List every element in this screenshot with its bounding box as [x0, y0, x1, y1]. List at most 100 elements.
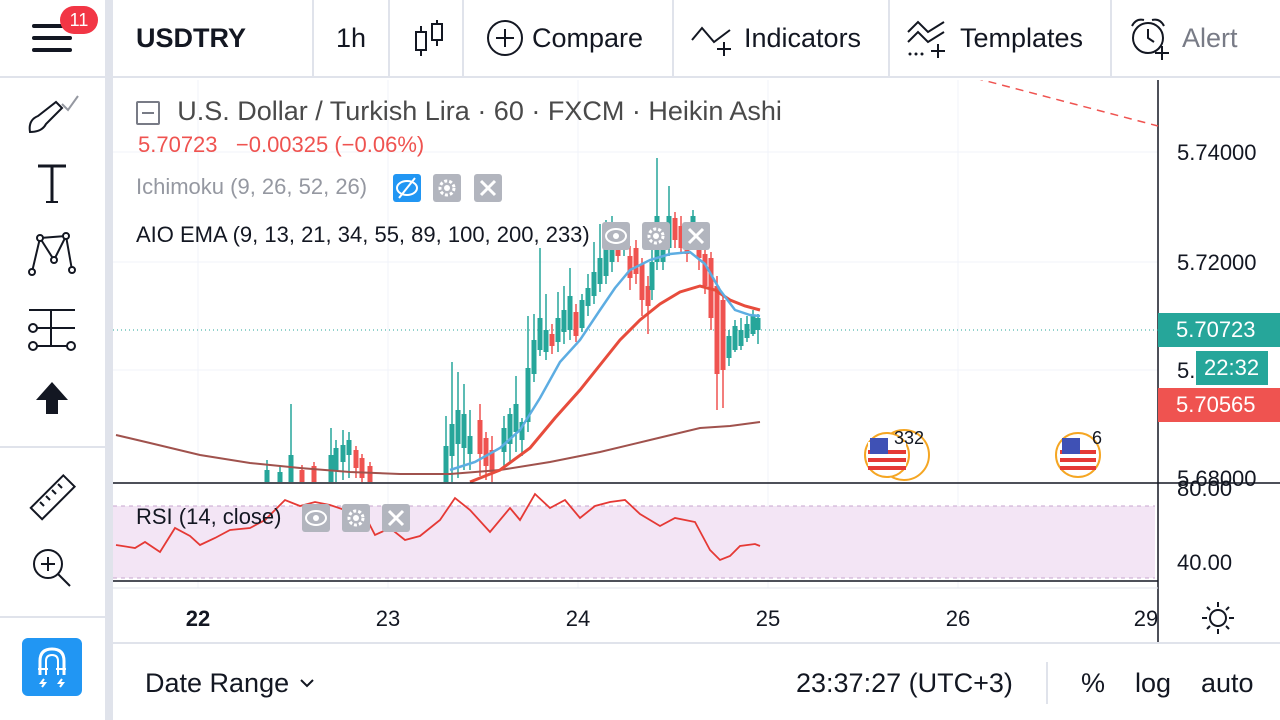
templates-icon: [907, 20, 945, 58]
remove-close-icon[interactable]: [682, 222, 711, 251]
ema-slow-line: [115, 421, 761, 475]
log-scale-toggle[interactable]: log: [1135, 644, 1171, 720]
candle-body: [489, 450, 495, 472]
price-tick: 5.68000: [1177, 466, 1257, 491]
candle-body: [543, 330, 549, 352]
ruler-icon: [29, 473, 77, 521]
zoom-in-icon: [33, 549, 71, 587]
candle-body: [346, 440, 352, 455]
candle-body: [633, 248, 639, 274]
date-range-label: Date Range: [145, 667, 290, 698]
candle-body: [579, 300, 585, 328]
remove-close-icon[interactable]: [381, 504, 410, 533]
settings-gear-icon[interactable]: [642, 222, 670, 251]
ichimoku-label: Ichimoku (9, 26, 52, 26): [136, 174, 368, 199]
settings-gear-icon[interactable]: [433, 174, 462, 203]
alarm-clock-icon: [1131, 18, 1169, 60]
log-label: log: [1135, 667, 1172, 698]
brush-tool[interactable]: [22, 84, 82, 144]
menu-button[interactable]: 11: [0, 0, 105, 76]
chart-settings-button[interactable]: [1200, 600, 1236, 641]
arrow-tool[interactable]: [22, 368, 82, 428]
price-change-value: −0.00325 (−0.06%): [235, 132, 425, 157]
indicators-icon: [691, 26, 731, 56]
candle-body: [367, 466, 373, 482]
candle-body: [501, 428, 507, 452]
candle-body: [467, 436, 473, 454]
price-chart[interactable]: [113, 80, 1280, 642]
auto-scale-toggle[interactable]: auto: [1201, 644, 1254, 720]
candle-body: [455, 410, 461, 444]
candle-body: [333, 448, 339, 470]
symbol-label: USDTRY: [136, 22, 247, 53]
candle-body: [359, 458, 365, 478]
measure-tool[interactable]: [22, 468, 82, 528]
bottom-toolbar: Date Range 23:37:27 (UTC+3) % log auto: [113, 642, 1280, 720]
candle-body: [525, 368, 531, 422]
eye-icon[interactable]: [301, 504, 330, 533]
interval-button[interactable]: 1h: [336, 0, 366, 76]
chart-style-button[interactable]: [412, 0, 454, 76]
hamburger-icon: [32, 24, 72, 52]
time-tick: 23: [375, 606, 401, 631]
ichimoku-legend[interactable]: Ichimoku (9, 26, 52, 26): [136, 174, 502, 203]
fib-tool[interactable]: [22, 298, 82, 358]
alert-label: Alert: [1182, 22, 1238, 53]
percent-scale-toggle[interactable]: %: [1081, 644, 1105, 720]
compare-button[interactable]: Compare: [486, 0, 643, 76]
remove-close-icon[interactable]: [473, 174, 502, 203]
candle-body: [672, 218, 678, 240]
candle-body: [702, 254, 708, 286]
price-tick: 5.74000: [1177, 140, 1257, 165]
candle-body: [714, 286, 720, 374]
rsi-tick: 40.00: [1177, 550, 1233, 575]
eye-icon[interactable]: [601, 222, 630, 251]
time-tick: 24: [565, 606, 591, 631]
candle-body: [720, 300, 726, 370]
rsi-legend[interactable]: RSI (14, close): [136, 504, 410, 533]
candles: [264, 158, 761, 482]
pattern-tool[interactable]: [22, 224, 82, 284]
sun-settings-icon: [1202, 602, 1234, 634]
clock-timezone-button[interactable]: 23:37:27 (UTC+3): [796, 644, 1013, 720]
pattern-icon: [28, 232, 76, 276]
symbol-search-button[interactable]: USDTRY: [136, 0, 246, 76]
candle-body: [288, 455, 294, 482]
candle-body: [645, 286, 651, 306]
candle-body: [738, 330, 744, 346]
hidden-eye-icon[interactable]: [393, 174, 422, 203]
candle-body: [461, 414, 467, 448]
series-legend[interactable]: U.S. Dollar / Turkish Lira · 60 · FXCM ·…: [136, 96, 782, 127]
date-range-button[interactable]: Date Range: [145, 644, 319, 720]
zoom-tool[interactable]: [22, 538, 82, 598]
candle-body: [597, 258, 603, 284]
candle-body: [591, 272, 597, 296]
last-price-tag: 5.70723: [1158, 313, 1280, 347]
drawing-toolbar: [0, 78, 105, 720]
aio-ema-legend[interactable]: AIO EMA (9, 13, 21, 34, 55, 89, 100, 200…: [136, 222, 711, 251]
candle-body: [443, 446, 449, 482]
price-tick: 5.72000: [1177, 250, 1257, 275]
indicators-button[interactable]: Indicators: [690, 0, 861, 76]
plus-circle-icon: [487, 20, 523, 56]
us-event-2-count: 6: [1092, 428, 1103, 448]
candle-body: [555, 318, 561, 342]
candle-body: [477, 420, 483, 454]
candle-body: [744, 324, 750, 338]
candle-body: [649, 262, 655, 290]
symbol-description: U.S. Dollar / Turkish Lira · 60 · FXCM ·…: [177, 96, 782, 126]
magnet-mode-button[interactable]: [22, 638, 82, 696]
collapse-legend-icon[interactable]: [136, 101, 160, 126]
price-tick: 5.: [1177, 358, 1196, 383]
candle-body: [299, 470, 305, 482]
candle-body: [678, 226, 684, 248]
candle-body: [264, 470, 270, 482]
trend-line: [979, 80, 1159, 127]
candle-body: [507, 414, 513, 444]
settings-gear-icon[interactable]: [341, 504, 370, 533]
text-tool[interactable]: [22, 154, 82, 214]
alert-button[interactable]: Alert: [1128, 0, 1238, 76]
ema-fast-line: [449, 250, 761, 472]
templates-button[interactable]: Templates: [906, 0, 1083, 76]
time-tick: 29: [1133, 606, 1159, 631]
